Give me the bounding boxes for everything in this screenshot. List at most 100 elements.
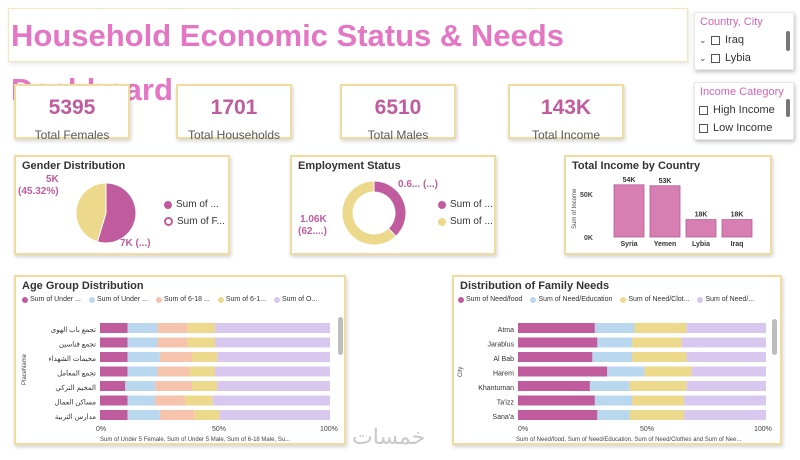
bar-segment (100, 395, 128, 406)
y-axis-label: Sum of Income (572, 188, 578, 229)
slicer-item-low-income[interactable]: Low Income (695, 119, 793, 137)
kpi-total-females: 5395 Total Females (14, 84, 130, 142)
legend-dot (88, 296, 95, 303)
legend-item[interactable]: Sum of O... (273, 296, 317, 303)
bar-segment (157, 323, 188, 333)
legend-dot (530, 296, 537, 303)
legend-item[interactable]: Sum of Need/Clot... (620, 296, 689, 303)
legend-dot (164, 217, 173, 226)
legend-item[interactable]: Sum of ... (438, 199, 493, 210)
data-label: 54K (623, 177, 636, 184)
legend-item[interactable]: Sum of Under ... (88, 296, 148, 303)
age-group-chart[interactable]: Age Group Distribution Sum of Under ... S… (14, 275, 346, 445)
bar-segment (597, 337, 633, 348)
legend-item[interactable]: Sum of Need/food (458, 296, 522, 303)
bar-segment (127, 366, 158, 377)
checkbox[interactable] (711, 35, 720, 45)
slicer-item-iraq[interactable]: ⌄ Iraq (695, 31, 793, 49)
chevron-down-icon[interactable]: ⌄ (699, 52, 707, 63)
legend: Sum of Under ... Sum of Under ... Sum of 6… (22, 296, 317, 303)
chart-title: Distribution of Family Needs (460, 280, 610, 292)
legend-dot (438, 217, 446, 226)
bar-segment (185, 395, 213, 406)
employment-status-chart[interactable]: Employment Status 0.6... (...) 1.06K (62… (290, 155, 496, 255)
bar-segment (215, 366, 330, 377)
checkbox[interactable] (711, 53, 720, 63)
income-category-slicer[interactable]: Income Category High Income Low Income (694, 82, 794, 140)
data-label: 53K (659, 178, 672, 185)
bar-segment (217, 352, 330, 362)
legend-item[interactable]: Sum of F... (164, 216, 225, 227)
bar-segment (192, 352, 218, 362)
legend-item[interactable]: Sum of 6-18 ... (155, 296, 210, 303)
legend-item[interactable]: Sum of 6-1... (217, 296, 266, 303)
bar-segment (632, 352, 687, 362)
x-tick-label: 50% (640, 426, 654, 433)
donut-slice (341, 180, 397, 246)
scrollbar[interactable] (786, 99, 790, 117)
bar-segment (100, 410, 128, 420)
legend-label: Sum of Under ... (96, 296, 148, 303)
gender-distribution-chart[interactable]: Gender Distribution 5K (45.32%) 7K (...)… (14, 155, 230, 255)
legend-dot (438, 200, 446, 209)
y-tick-label: مخيمات الشهداء (48, 356, 96, 363)
legend-item[interactable]: Sum of Need/Education (530, 296, 612, 303)
legend-dot (273, 296, 280, 303)
data-label: 18K (695, 212, 708, 219)
scrollbar[interactable] (338, 317, 343, 355)
scrollbar[interactable] (786, 31, 790, 51)
chart-title: Employment Status (298, 160, 401, 172)
legend-label: Sum of ... (176, 199, 219, 210)
scrollbar[interactable] (772, 319, 777, 355)
y-axis-label: PlaceName (22, 353, 28, 385)
kpi-label: Total Females (34, 128, 110, 142)
chevron-down-icon[interactable]: ⌄ (699, 34, 707, 45)
bar-segment (127, 395, 156, 406)
bar-segment (518, 381, 590, 391)
slicer-item-lybia[interactable]: ⌄ Lybia (695, 49, 793, 67)
gender-pie-svg: 5K (45.32%) 7K (...) (18, 174, 151, 249)
legend-item[interactable]: Sum of Under ... (22, 296, 81, 303)
bar-segment (187, 337, 215, 348)
country-city-slicer-header: Country, City (700, 16, 763, 28)
bar (649, 185, 681, 238)
bar-segment (159, 352, 192, 362)
legend-label: Sum of ... (450, 216, 493, 227)
country-city-slicer[interactable]: Country, City ⌄ Iraq ⌄ Lybia (694, 12, 794, 70)
bar-segment (686, 352, 766, 362)
income-by-country-chart[interactable]: Total Income by Country Sum of Income 50… (564, 155, 772, 255)
checkbox[interactable] (699, 105, 708, 115)
legend-item[interactable]: Sum of ... (438, 216, 493, 227)
slicer-item-high-income[interactable]: High Income (695, 101, 793, 119)
y-axis-label: City (458, 367, 464, 377)
bar-segment (212, 395, 330, 406)
checkbox[interactable] (699, 123, 708, 133)
kpi-value: 143K (540, 96, 592, 119)
bar-segment (597, 410, 630, 420)
kpi-value: 5395 (48, 96, 96, 119)
y-tick-label: المخيم التركي (55, 384, 96, 392)
x-tick-label: Iraq (731, 241, 744, 248)
legend-label: Sum of Need/food (466, 296, 523, 303)
page-title: Household Economic Status & Needs Dashbo… (8, 8, 688, 107)
kpi-total-households: 1701 Total Households (176, 84, 292, 142)
bar-segment (127, 410, 160, 420)
bar-segment (187, 323, 215, 333)
kpi-label: Total Households (187, 128, 281, 142)
legend-item[interactable]: Sum of Need/... (697, 296, 754, 303)
chart-title: Age Group Distribution (22, 280, 144, 292)
bar-segment (634, 323, 687, 333)
bar-segment (629, 381, 687, 391)
legend-dot (164, 200, 172, 209)
bar-segment (592, 352, 633, 362)
income-category-slicer-header: Income Category (700, 86, 784, 98)
legend-item[interactable]: Sum of ... (164, 199, 219, 210)
bar-segment (632, 395, 685, 406)
bar (613, 184, 645, 238)
family-needs-chart[interactable]: Distribution of Family Needs Sum of Need… (452, 275, 782, 445)
chart-title: Gender Distribution (22, 160, 126, 172)
slicer-item-label: Lybia (725, 52, 751, 64)
x-axis-label: Sum of Need/food, Sum of Need/Education,… (516, 437, 742, 443)
bar-segment (632, 337, 682, 348)
x-tick-label: Syria (620, 241, 637, 248)
